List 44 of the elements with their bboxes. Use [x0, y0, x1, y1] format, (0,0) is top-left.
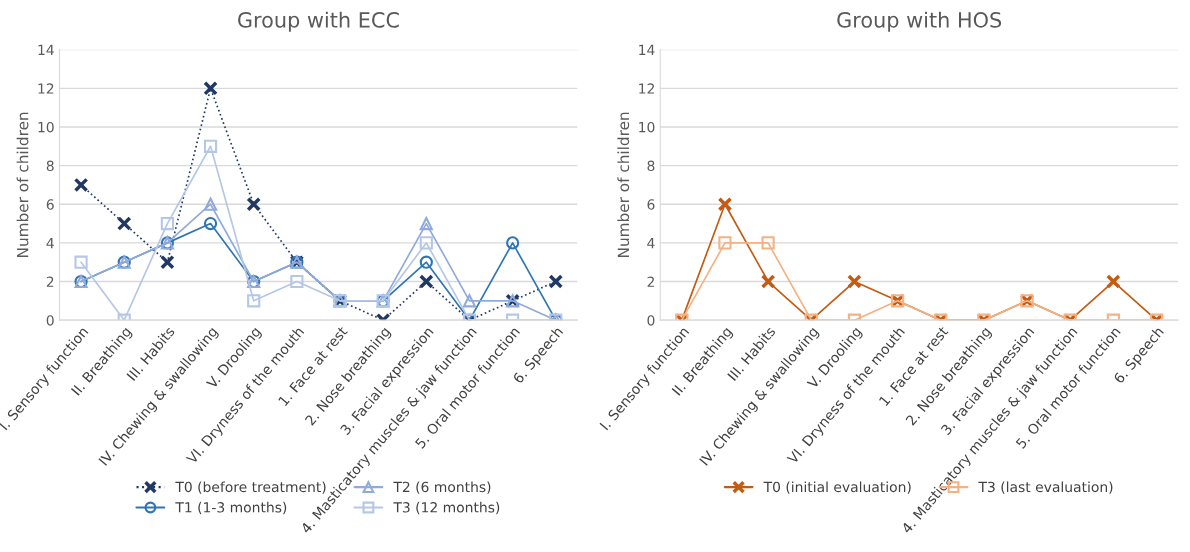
- y-tick-label: 0: [46, 315, 54, 326]
- y-tick-label: 4: [46, 238, 54, 249]
- point: [419, 255, 433, 269]
- legend-label: T3 (12 months): [393, 501, 500, 515]
- point: [548, 274, 564, 289]
- y-tick-label: 6: [647, 199, 655, 210]
- y-tick-label: 4: [647, 238, 655, 249]
- y-tick-label: 8: [647, 160, 655, 172]
- y-tick-label: 12: [38, 83, 54, 94]
- y-tick-label: 0: [647, 315, 655, 326]
- y-tick-label: 8: [46, 160, 54, 172]
- point: [203, 139, 218, 153]
- y-tick-label: 14: [38, 44, 54, 55]
- chart-title: Group with ECC: [238, 11, 399, 32]
- point: [419, 274, 434, 289]
- legend-label: T3 (last evaluation): [978, 481, 1113, 494]
- point: [419, 216, 433, 231]
- point: [247, 294, 261, 308]
- point: [506, 236, 520, 250]
- y-tick-label: 2: [647, 276, 654, 287]
- point: [73, 177, 89, 193]
- y-axis-title: Number of children: [16, 112, 29, 257]
- point: [203, 216, 218, 231]
- point: [160, 216, 174, 231]
- y-axis-title: Number of children: [617, 112, 630, 257]
- legend-label: T2 (6 months): [393, 481, 491, 494]
- legend-label: T1 (1-3 months): [175, 501, 287, 515]
- point: [116, 216, 132, 231]
- y-tick-label: 10: [639, 121, 655, 133]
- point: [74, 255, 88, 269]
- point: [246, 196, 261, 212]
- y-tick-label: 14: [639, 44, 655, 55]
- y-tick-label: 6: [46, 199, 54, 210]
- point: [290, 274, 304, 289]
- point: [462, 294, 477, 308]
- y-tick-label: 12: [639, 83, 654, 94]
- y-tick-label: 2: [46, 276, 54, 287]
- chart-title: Group with HOS: [837, 11, 1002, 32]
- y-tick-label: 10: [38, 121, 54, 133]
- point: [160, 254, 175, 270]
- point: [203, 81, 218, 96]
- legend-label: T0 (initial evaluation): [763, 481, 911, 494]
- point: [419, 236, 433, 250]
- point: [203, 197, 218, 211]
